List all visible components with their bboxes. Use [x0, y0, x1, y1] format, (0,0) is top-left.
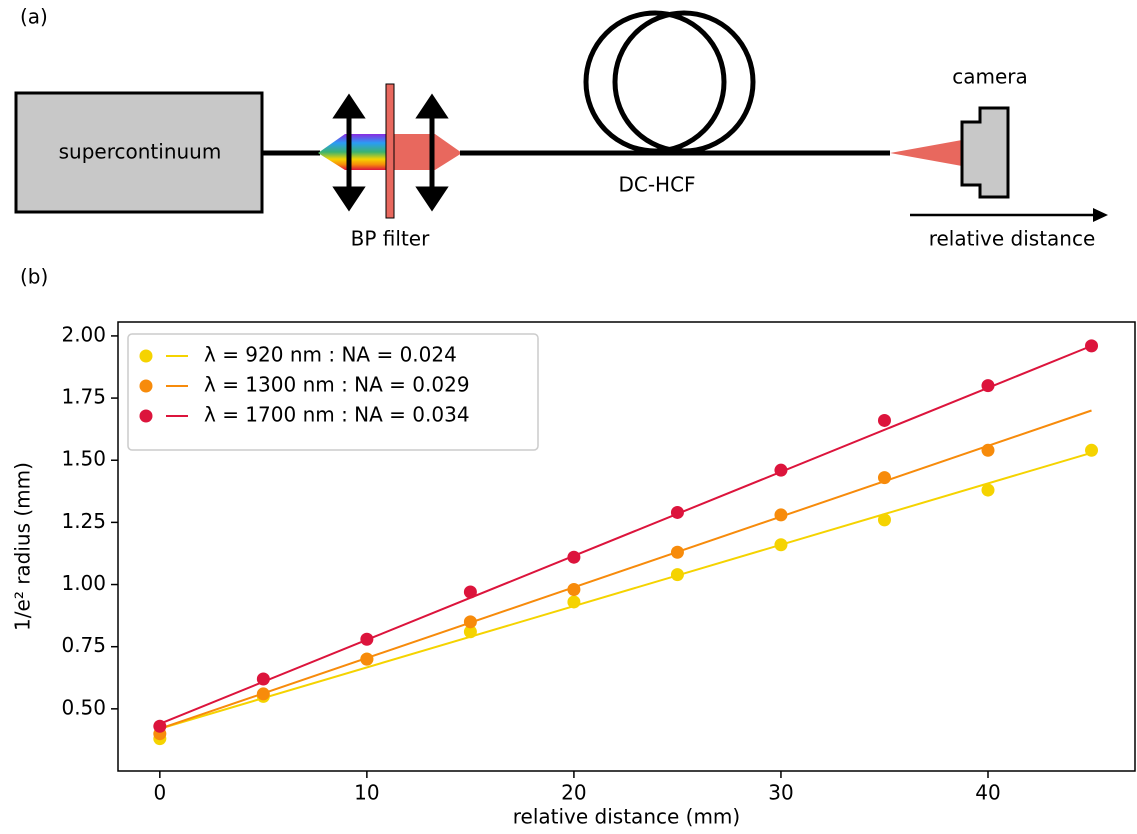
setup-diagram: (a) supercontinuum DC-HCF camera relativ…: [14, 5, 1108, 251]
lens: [332, 93, 449, 212]
data-point: [981, 443, 995, 457]
data-point: [670, 545, 684, 559]
fit-line: [159, 344, 1092, 725]
beam: [318, 134, 390, 170]
plot-frame: [117, 321, 1136, 772]
data-point: [774, 463, 788, 477]
x-tick-label: 20: [561, 781, 586, 805]
panel-label: (a): [20, 5, 48, 29]
y-tick-label: 1.25: [61, 509, 106, 533]
data-point: [256, 672, 270, 686]
filter-label: BP filter: [351, 227, 430, 251]
source-box: [14, 91, 264, 214]
y-tick-label: 1.00: [61, 571, 106, 595]
data-point: [981, 379, 995, 393]
beam: [890, 140, 962, 166]
legend-label: λ = 1700 nm : NA = 0.034: [204, 403, 470, 427]
x-axis-label: relative distance (mm): [513, 805, 740, 829]
x-tick-label: 30: [768, 781, 793, 805]
fiber-coil: [583, 10, 727, 154]
x-tick-label: 0: [153, 781, 166, 805]
y-axis-label: 1/e² radius (mm): [11, 462, 35, 631]
data-point: [877, 513, 891, 527]
data-point: [463, 585, 477, 599]
plot: 0 10 20 30 40 0.50 0.75 1.00 1.25 1.50 1.75 2.00 rel…: [11, 321, 1136, 829]
data-point: [670, 568, 684, 582]
filter: [385, 83, 395, 219]
legend-label: λ = 920 nm : NA = 0.024: [204, 343, 457, 367]
camera: [960, 106, 1010, 199]
data-point: [567, 583, 581, 597]
y-tick-label: 0.75: [61, 633, 106, 657]
fiber-coil: [612, 10, 756, 154]
data-point: [256, 687, 270, 701]
y-tick-label: 1.75: [61, 385, 106, 409]
x-tick-label: 10: [354, 781, 379, 805]
legend-marker: [139, 379, 153, 393]
data-point: [567, 595, 581, 609]
data-point: [981, 483, 995, 497]
source-label: supercontinuum: [59, 140, 222, 164]
legend-label: λ = 1300 nm : NA = 0.029: [204, 373, 470, 397]
data-point: [670, 505, 684, 519]
data-point: [877, 413, 891, 427]
data-point: [567, 550, 581, 564]
y-tick-label: 0.50: [61, 695, 106, 719]
data-point: [463, 625, 477, 639]
fiber-label: DC-HCF: [618, 173, 695, 197]
x-tick-label: 40: [975, 781, 1000, 805]
data-point: [1085, 339, 1099, 353]
arrow-head: [1093, 208, 1108, 222]
data-point: [774, 508, 788, 522]
fit-line: [159, 451, 1092, 730]
data-point: [774, 538, 788, 552]
legend-marker: [139, 349, 153, 363]
panel-label: (b): [20, 265, 48, 289]
beam: [390, 134, 462, 170]
data-point: [153, 719, 167, 733]
axis-label: relative distance: [929, 227, 1096, 251]
data-point: [463, 615, 477, 629]
data-point: [877, 471, 891, 485]
data-point: [1085, 443, 1099, 457]
y-tick-label: 2.00: [61, 322, 106, 346]
legend-marker: [139, 409, 153, 423]
data-point: [360, 652, 374, 666]
legend-box: [127, 333, 539, 451]
camera-label: camera: [952, 65, 1028, 89]
fit-line: [159, 409, 1092, 730]
y-tick-label: 1.50: [61, 447, 106, 471]
data-point: [360, 632, 374, 646]
